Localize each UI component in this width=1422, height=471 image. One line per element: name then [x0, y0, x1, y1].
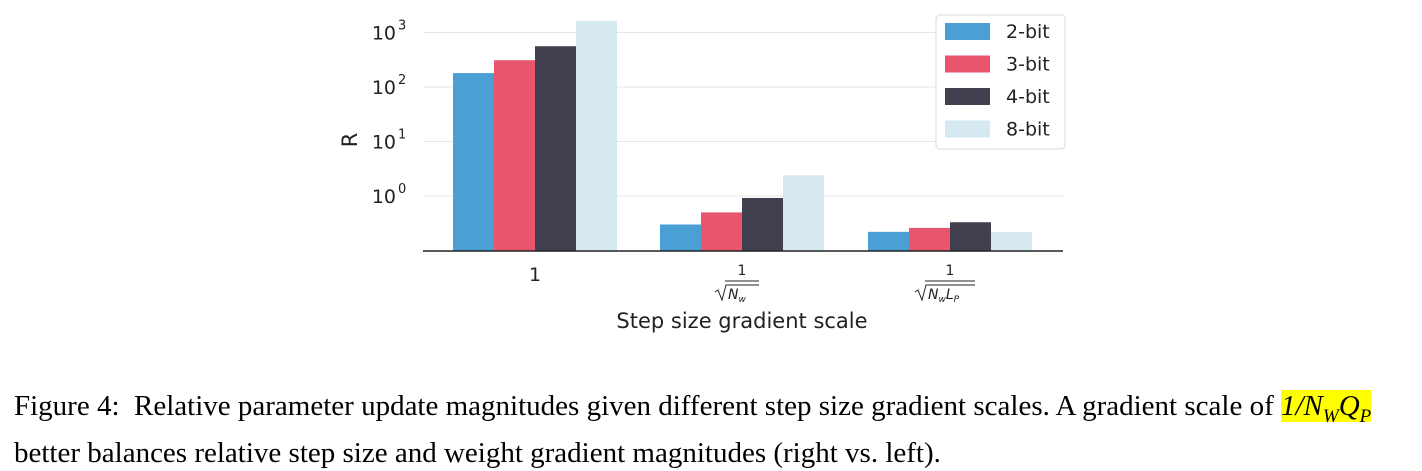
bar-2-bit-cat2 [660, 224, 701, 251]
x-tick-numerator: 1 [738, 263, 747, 279]
legend-swatch [945, 23, 990, 40]
x-axis-ticks: 1 1 Nw 1 NwLP [529, 263, 975, 305]
legend-label: 2-bit [1006, 21, 1050, 43]
bar-3-bit-cat3 [909, 227, 950, 251]
bar-2-bit-cat3 [868, 231, 909, 251]
bar-4-bit-cat1 [535, 46, 576, 251]
y-tick-base: 10 [372, 132, 396, 154]
y-tick-base: 10 [372, 23, 396, 45]
x-tick-label: 1 NwLP [914, 263, 975, 305]
y-tick-base: 10 [372, 77, 396, 99]
caption-suffix: better balances relative step size and w… [14, 436, 941, 469]
sqrt-sign [714, 284, 759, 302]
x-tick-denominator: Nw [728, 287, 746, 305]
bar-4-bit-cat2 [742, 197, 783, 251]
x-tick-numerator: 1 [946, 263, 955, 279]
y-tick-exponent: 2 [398, 73, 406, 88]
legend-item: 3-bit [945, 54, 1050, 76]
sqrt-sign [914, 284, 975, 302]
caption-highlight-tail-sub: P [1359, 405, 1372, 427]
x-tick-label: 1 [529, 264, 541, 286]
y-tick-label: 10 2 [372, 73, 406, 99]
bar-4-bit-cat3 [950, 222, 991, 251]
caption-highlight-tail: Q [1338, 390, 1360, 422]
bar-8-bit-cat2 [783, 175, 824, 251]
x-tick-label: 1 Nw [714, 263, 759, 305]
x-axis-label: Step size gradient scale [616, 309, 867, 333]
x-tick-denominator: NwLP [928, 287, 960, 305]
figure-caption: Figure 4: Relative parameter update magn… [14, 388, 1414, 471]
legend-item: 8-bit [945, 119, 1050, 141]
bars [453, 21, 1032, 251]
y-tick-base: 10 [372, 186, 396, 208]
caption-highlight: 1/NWQP [1280, 390, 1372, 427]
y-tick-label: 10 0 [372, 182, 406, 208]
y-tick-label: 10 1 [372, 128, 406, 154]
bar-3-bit-cat1 [494, 60, 535, 251]
y-axis-label: R [338, 133, 362, 148]
legend-swatch [945, 88, 990, 105]
y-tick-exponent: 3 [398, 19, 406, 34]
legend-label: 8-bit [1006, 119, 1050, 141]
legend: 2-bit 3-bit 4-bit 8-bit [935, 14, 1066, 150]
legend-label: 4-bit [1006, 86, 1050, 108]
y-tick-label: 10 3 [372, 19, 406, 45]
y-tick-exponent: 1 [398, 128, 406, 143]
legend-label: 3-bit [1006, 54, 1050, 76]
legend-swatch [945, 120, 990, 138]
caption-highlight-sub: W [1322, 405, 1339, 427]
legend-item: 4-bit [945, 86, 1050, 108]
caption-prefix: Figure 4: Relative parameter update magn… [14, 390, 1281, 422]
y-tick-exponent: 0 [398, 182, 406, 197]
x-tick-text: 1 [529, 264, 541, 286]
bar-8-bit-cat1 [576, 21, 617, 251]
bar-2-bit-cat1 [453, 73, 494, 251]
bar-8-bit-cat3 [991, 231, 1032, 251]
legend-frame [935, 14, 1066, 150]
bar-3-bit-cat2 [701, 212, 742, 251]
legend-swatch [945, 55, 990, 73]
caption-highlight-main: 1/N [1280, 390, 1323, 422]
legend-item: 2-bit [945, 21, 1050, 43]
